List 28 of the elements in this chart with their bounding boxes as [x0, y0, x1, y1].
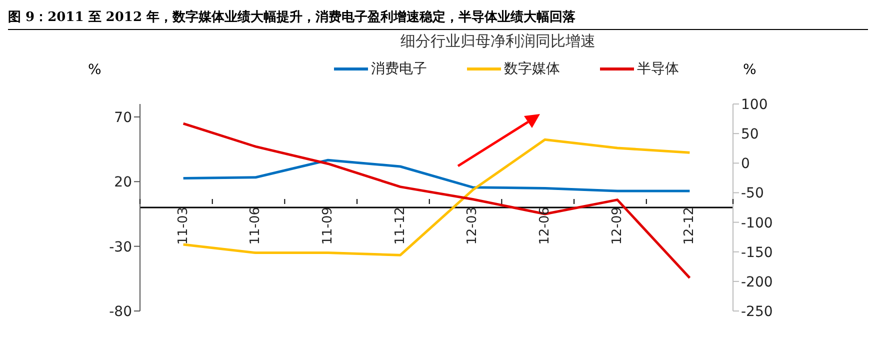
chart-subtitle: 细分行业归母净利润同比增速 [400, 32, 596, 51]
y2-tick-label: -250 [741, 304, 773, 320]
x-tick-label: 12-09 [610, 207, 625, 245]
y2-tick-label: 50 [741, 126, 759, 143]
chart-title: 图 9：2011 至 2012 年，数字媒体业绩大幅提升，消费电子盈利增速稳定，半导体业绩大幅回落 [8, 8, 868, 30]
legend-label: 消费电子 [371, 60, 427, 78]
y2-tick-label: 100 [741, 96, 768, 113]
y2-tick-label: 0 [741, 156, 750, 172]
line-series [182, 158, 691, 192]
x-tick-label: 12-03 [465, 207, 480, 245]
x-tick-label: 11-09 [320, 207, 336, 245]
y2-tick-label: -200 [741, 274, 773, 290]
y2-axis-title: % [743, 62, 756, 78]
y-axis-title: % [88, 62, 102, 78]
x-tick-label: 11-03 [176, 207, 191, 245]
x-tick-label: 11-06 [248, 207, 264, 245]
x-tick-label: 12-06 [538, 207, 553, 245]
y-tick-label: 70 [114, 110, 132, 126]
legend-label: 半导体 [637, 60, 679, 78]
y2-tick-label: -50 [741, 186, 764, 202]
x-tick-label: 11-12 [392, 207, 408, 245]
y2-tick-label: -100 [741, 215, 773, 232]
y-tick-label: -80 [109, 304, 132, 320]
legend-label: 数字媒体 [504, 60, 560, 78]
x-tick-label: 12-12 [682, 207, 698, 245]
y2-tick-label: -150 [741, 244, 773, 261]
y-tick-label: -30 [109, 239, 132, 256]
y-tick-label: 20 [114, 174, 132, 191]
